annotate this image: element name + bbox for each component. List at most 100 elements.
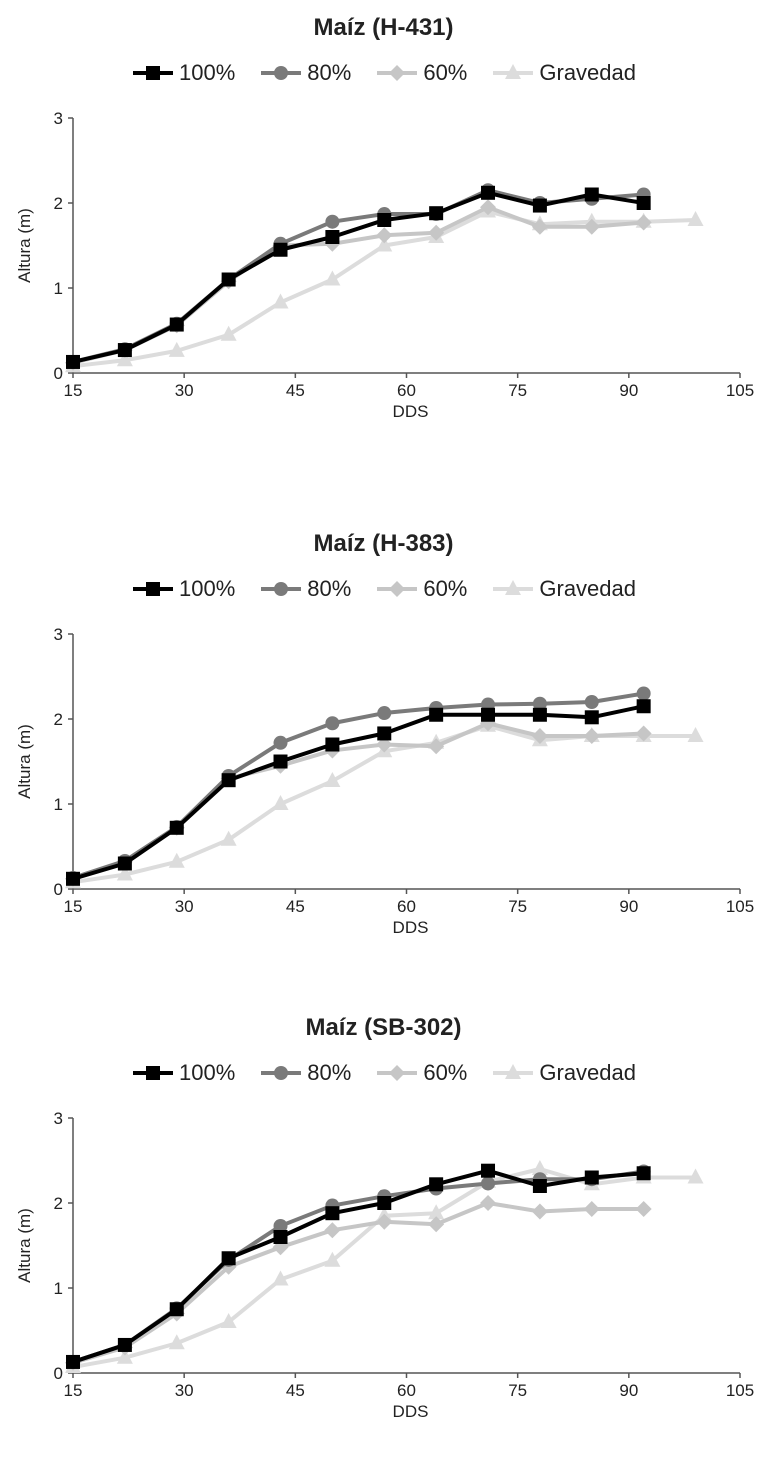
data-point xyxy=(169,1302,184,1317)
data-point xyxy=(584,695,599,709)
data-point xyxy=(428,1216,445,1233)
data-point xyxy=(66,354,80,369)
chart-panel: Maíz (SB-302) 100% 80% 60% Gravedad 0 1 2 3 15 30 4… xyxy=(0,1000,767,1480)
x-tick-label: 75 xyxy=(508,897,527,916)
legend-item: 60% xyxy=(375,1060,467,1086)
legend-item: 100% xyxy=(131,1060,235,1086)
chart-legend: 100% 80% 60% Gravedad xyxy=(0,572,767,606)
x-tick-label: 45 xyxy=(286,897,305,916)
legend-label: 100% xyxy=(179,60,236,85)
chart-title: Maíz (H-431) xyxy=(313,14,454,41)
y-tick-label: 2 xyxy=(54,194,63,213)
legend-swatch xyxy=(493,580,534,595)
data-point xyxy=(376,236,393,252)
x-tick-label: 45 xyxy=(286,1381,305,1400)
data-point xyxy=(429,206,444,221)
data-point xyxy=(325,737,340,752)
data-point xyxy=(376,1213,393,1230)
plot-area: 0 1 2 3 15 30 45 60 75 90 105 DDS Altura (m) xyxy=(15,109,754,421)
legend-marker xyxy=(274,582,289,596)
legend-swatch xyxy=(261,66,302,80)
data-point xyxy=(272,795,289,810)
legend-swatch xyxy=(133,1066,173,1080)
data-point xyxy=(481,1176,496,1191)
legend-label: 100% xyxy=(179,576,236,601)
legend-swatch xyxy=(261,582,302,596)
data-point xyxy=(325,230,340,244)
legend-label: 80% xyxy=(307,1060,352,1085)
legend-label: 80% xyxy=(307,576,352,601)
data-point xyxy=(221,272,236,287)
legend-item: 80% xyxy=(259,60,351,86)
y-axis-title: Altura (m) xyxy=(15,724,34,799)
y-tick-label: 3 xyxy=(54,1109,63,1128)
data-point xyxy=(376,227,393,244)
x-tick-label: 75 xyxy=(508,1381,527,1400)
data-point xyxy=(117,1337,132,1352)
data-point xyxy=(532,1179,547,1193)
x-tick-label: 30 xyxy=(175,381,194,400)
data-point xyxy=(273,735,288,750)
data-point xyxy=(324,1222,341,1239)
chart-legend: 100% 80% 60% Gravedad xyxy=(0,1056,767,1090)
y-tick-label: 1 xyxy=(54,279,63,298)
data-point xyxy=(272,1239,289,1256)
legend-marker xyxy=(389,1065,406,1081)
legend-label: Gravedad xyxy=(539,60,636,85)
x-tick-label: 45 xyxy=(286,381,305,400)
data-point xyxy=(531,1203,548,1220)
legend-swatch xyxy=(377,65,418,81)
legend-marker xyxy=(146,1066,160,1080)
legend-swatch xyxy=(133,582,173,596)
legend-marker xyxy=(274,1066,289,1080)
data-point xyxy=(324,1251,341,1267)
data-point xyxy=(116,865,133,881)
legend-item: 60% xyxy=(375,576,467,602)
data-point xyxy=(532,707,547,722)
data-point xyxy=(66,871,80,886)
plot-area: 0 1 2 3 15 30 45 60 75 90 105 DDS Altura (m) xyxy=(15,1109,754,1421)
data-point xyxy=(325,214,340,229)
legend-swatch xyxy=(261,1066,302,1080)
y-tick-label: 2 xyxy=(54,710,63,729)
data-point xyxy=(117,856,132,871)
series-line xyxy=(72,1201,644,1365)
legend-item: 80% xyxy=(259,1060,351,1086)
data-point xyxy=(116,1348,133,1364)
data-point xyxy=(480,199,497,216)
data-point xyxy=(66,1354,80,1369)
data-point xyxy=(273,1230,288,1244)
y-tick-label: 2 xyxy=(54,1194,63,1213)
data-point xyxy=(583,218,600,235)
x-tick-label: 75 xyxy=(508,381,527,400)
data-point xyxy=(376,736,393,753)
data-point xyxy=(117,343,132,358)
x-tick-label: 90 xyxy=(619,1381,638,1400)
legend-label: 60% xyxy=(423,60,468,85)
data-point xyxy=(273,242,288,257)
series-group xyxy=(65,199,652,371)
series-group xyxy=(66,1163,651,1369)
series-group xyxy=(66,1164,651,1369)
data-point xyxy=(221,1251,236,1266)
x-tick-label: 90 xyxy=(619,897,638,916)
data-point xyxy=(272,1270,289,1286)
plot-area: 0 1 2 3 15 30 45 60 75 90 105 DDS Altura (m) xyxy=(15,625,754,937)
series-line xyxy=(72,190,644,364)
data-point xyxy=(636,196,651,210)
data-point xyxy=(584,710,599,725)
legend-swatch xyxy=(377,581,418,597)
data-point xyxy=(687,211,704,226)
x-tick-label: 105 xyxy=(726,897,754,916)
chart-title: Maíz (SB-302) xyxy=(305,1014,462,1041)
series-group xyxy=(66,699,651,886)
chart-legend: 100% 80% 60% Gravedad xyxy=(0,56,767,90)
data-point xyxy=(583,1200,600,1217)
y-tick-label: 3 xyxy=(54,109,63,128)
data-point xyxy=(583,728,600,744)
y-tick-label: 3 xyxy=(54,625,63,644)
data-point xyxy=(635,1200,652,1217)
data-point xyxy=(480,1195,497,1211)
data-point xyxy=(429,1177,444,1192)
legend-label: Gravedad xyxy=(539,576,636,601)
